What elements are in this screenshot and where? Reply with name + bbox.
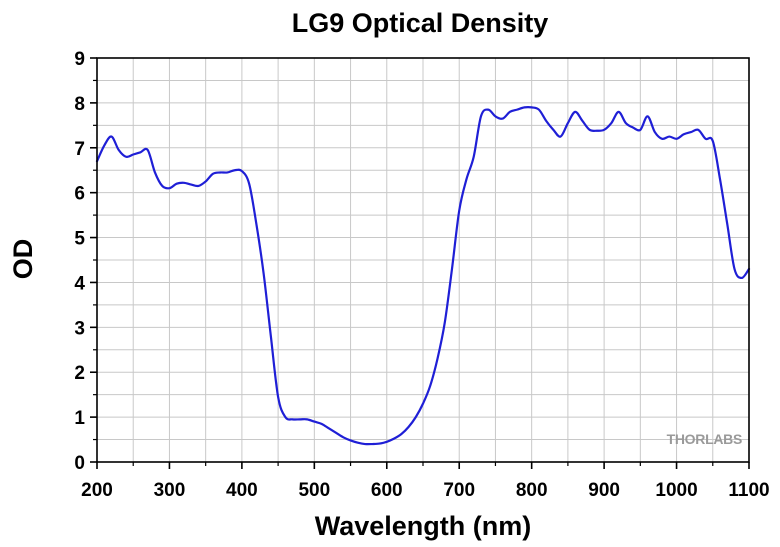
chart-title: LG9 Optical Density xyxy=(292,8,549,38)
y-tick-label: 2 xyxy=(74,363,85,384)
series-group xyxy=(95,105,751,446)
x-tick-label: 700 xyxy=(443,480,475,501)
x-tick-label: 900 xyxy=(588,480,620,501)
grid xyxy=(97,58,749,462)
y-tick-label: 4 xyxy=(74,273,85,294)
x-tick-label: 200 xyxy=(81,480,113,501)
x-tick-label: 1100 xyxy=(728,480,769,501)
y-tick-label: 6 xyxy=(74,184,85,205)
y-tick-label: 0 xyxy=(74,453,85,474)
x-tick-label: 400 xyxy=(226,480,258,501)
x-tick-label: 300 xyxy=(154,480,186,501)
y-tick-label: 5 xyxy=(74,229,85,250)
plot-frame xyxy=(96,57,750,463)
y-axis-label: OD xyxy=(8,239,38,280)
thorlabs-logo: THORLABS xyxy=(667,431,742,447)
y-tick-label: 9 xyxy=(74,49,85,70)
y-tick-label: 8 xyxy=(74,94,85,115)
x-tick-label: 500 xyxy=(298,480,330,501)
x-tick-label: 600 xyxy=(371,480,403,501)
x-tick-label: 800 xyxy=(516,480,548,501)
y-tick-label: 1 xyxy=(74,408,85,429)
y-tick-label: 7 xyxy=(74,139,85,160)
tick-labels: 200 300 400 500 600 700 800 900 1000 1100 0 1 2 3 4 5 6 7… xyxy=(74,49,769,501)
axis-ticks xyxy=(90,57,750,469)
series-line-0 xyxy=(95,105,751,446)
x-tick-label: 1000 xyxy=(655,480,697,501)
y-tick-label: 3 xyxy=(74,318,85,339)
x-axis-label: Wavelength (nm) xyxy=(315,511,532,541)
